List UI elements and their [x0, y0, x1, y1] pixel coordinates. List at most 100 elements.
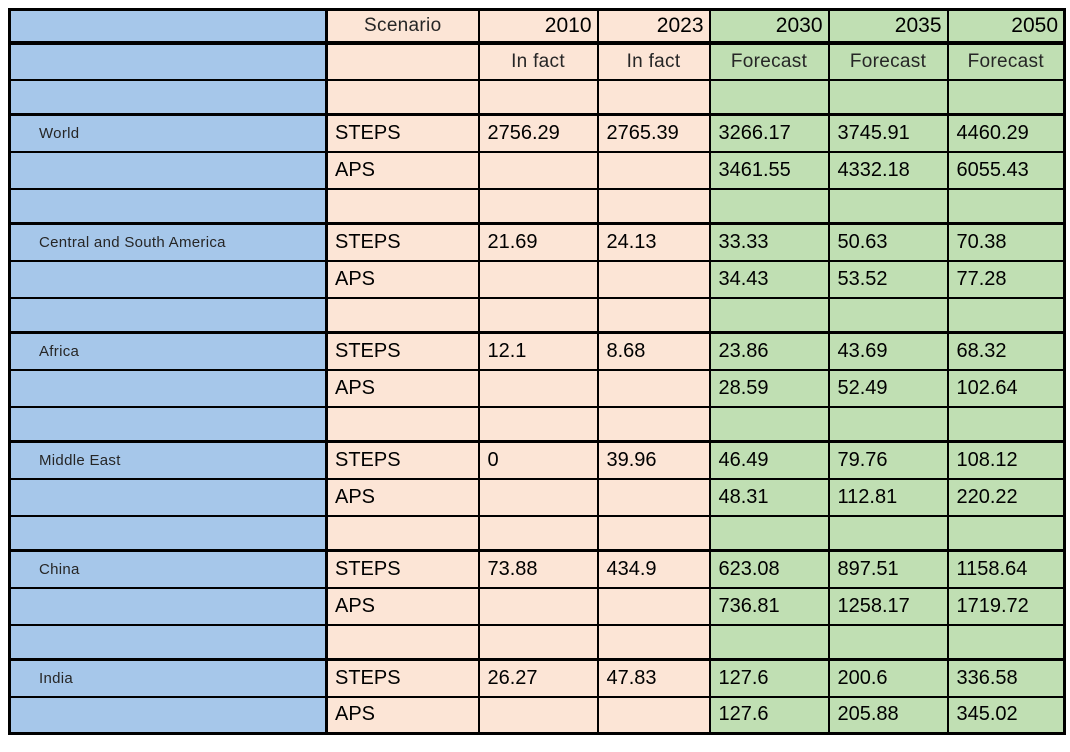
value-cell: 53.52 [827, 259, 949, 299]
header-kinds-row: In fact In fact Forecast Forecast Foreca… [8, 41, 1066, 81]
scenario-cell: STEPS [325, 549, 480, 589]
value-cell [477, 259, 599, 299]
value-cell: 73.88 [477, 549, 599, 589]
blank-cell [325, 41, 480, 81]
value-cell: 1258.17 [827, 586, 949, 626]
value-cell: 200.6 [827, 658, 949, 698]
corner-cell [8, 8, 328, 45]
region-name-cell: World [8, 113, 328, 153]
steps-row: India STEPS 26.27 47.83 127.6 200.6 336.… [8, 658, 1066, 698]
value-cell: 102.64 [946, 368, 1066, 408]
value-cell [596, 586, 711, 626]
value-cell: 736.81 [708, 586, 830, 626]
value-cell: 23.86 [708, 331, 830, 371]
value-cell [596, 259, 711, 299]
steps-row: Africa STEPS 12.1 8.68 23.86 43.69 68.32 [8, 331, 1066, 371]
value-cell: 220.22 [946, 477, 1066, 517]
scenario-header: Scenario [325, 8, 480, 45]
value-cell: 3266.17 [708, 113, 830, 153]
value-cell: 48.31 [708, 477, 830, 517]
value-cell: 112.81 [827, 477, 949, 517]
blank-cell [8, 41, 328, 81]
scenario-cell: APS [325, 259, 480, 299]
value-cell: 39.96 [596, 440, 711, 480]
value-cell [596, 150, 711, 190]
value-cell: 34.43 [708, 259, 830, 299]
value-cell: 127.6 [708, 695, 830, 735]
value-cell: 70.38 [946, 222, 1066, 262]
value-cell: 28.59 [708, 368, 830, 408]
value-cell [596, 477, 711, 517]
value-cell: 4332.18 [827, 150, 949, 190]
value-cell: 52.49 [827, 368, 949, 408]
aps-row: APS 28.59 52.49 102.64 [8, 368, 1066, 408]
value-cell: 434.9 [596, 549, 711, 589]
header-years-row: Scenario 2010 2023 2030 2035 2050 [8, 8, 1066, 45]
fact-label: In fact [596, 41, 711, 81]
value-cell: 47.83 [596, 658, 711, 698]
year-header: 2030 [708, 8, 830, 45]
value-cell: 21.69 [477, 222, 599, 262]
region-name-cell: India [8, 658, 328, 698]
steps-row: China STEPS 73.88 434.9 623.08 897.51 11… [8, 549, 1066, 589]
spacer-row [8, 405, 1066, 443]
value-cell: 6055.43 [946, 150, 1066, 190]
year-header: 2050 [946, 8, 1066, 45]
value-cell: 68.32 [946, 331, 1066, 371]
region-name-cell: Middle East [8, 440, 328, 480]
scenario-cell: STEPS [325, 440, 480, 480]
scenario-cell: APS [325, 368, 480, 408]
spacer-row [8, 187, 1066, 225]
value-cell: 2756.29 [477, 113, 599, 153]
value-cell: 127.6 [708, 658, 830, 698]
forecast-label: Forecast [708, 41, 830, 81]
scenario-cell: APS [325, 695, 480, 735]
value-cell: 0 [477, 440, 599, 480]
aps-row: APS 736.81 1258.17 1719.72 [8, 586, 1066, 626]
year-header: 2035 [827, 8, 949, 45]
value-cell [596, 368, 711, 408]
scenario-cell: STEPS [325, 113, 480, 153]
forecast-table: Scenario 2010 2023 2030 2035 2050 In fac… [8, 8, 1066, 735]
region-name-cell: Africa [8, 331, 328, 371]
value-cell: 3745.91 [827, 113, 949, 153]
spacer-row [8, 623, 1066, 661]
region-name-cell: Central and South America [8, 222, 328, 262]
aps-row: APS 48.31 112.81 220.22 [8, 477, 1066, 517]
aps-row: APS 127.6 205.88 345.02 [8, 695, 1066, 735]
scenario-cell: STEPS [325, 331, 480, 371]
spacer-row [8, 296, 1066, 334]
value-cell: 24.13 [596, 222, 711, 262]
value-cell [477, 477, 599, 517]
year-header: 2010 [477, 8, 599, 45]
value-cell: 79.76 [827, 440, 949, 480]
value-cell: 50.63 [827, 222, 949, 262]
scenario-cell: APS [325, 150, 480, 190]
aps-row: APS 3461.55 4332.18 6055.43 [8, 150, 1066, 190]
value-cell [477, 586, 599, 626]
value-cell: 897.51 [827, 549, 949, 589]
value-cell [596, 695, 711, 735]
value-cell: 345.02 [946, 695, 1066, 735]
value-cell: 12.1 [477, 331, 599, 371]
value-cell: 2765.39 [596, 113, 711, 153]
spacer-row [8, 514, 1066, 552]
fact-label: In fact [477, 41, 599, 81]
value-cell: 205.88 [827, 695, 949, 735]
aps-row: APS 34.43 53.52 77.28 [8, 259, 1066, 299]
value-cell [477, 150, 599, 190]
value-cell [477, 695, 599, 735]
value-cell: 77.28 [946, 259, 1066, 299]
value-cell: 3461.55 [708, 150, 830, 190]
steps-row: World STEPS 2756.29 2765.39 3266.17 3745… [8, 113, 1066, 153]
forecast-label: Forecast [827, 41, 949, 81]
value-cell: 4460.29 [946, 113, 1066, 153]
spacer-row [8, 78, 1066, 116]
value-cell: 1158.64 [946, 549, 1066, 589]
value-cell: 26.27 [477, 658, 599, 698]
scenario-cell: APS [325, 586, 480, 626]
steps-row: Central and South America STEPS 21.69 24… [8, 222, 1066, 262]
year-header: 2023 [596, 8, 711, 45]
value-cell: 43.69 [827, 331, 949, 371]
